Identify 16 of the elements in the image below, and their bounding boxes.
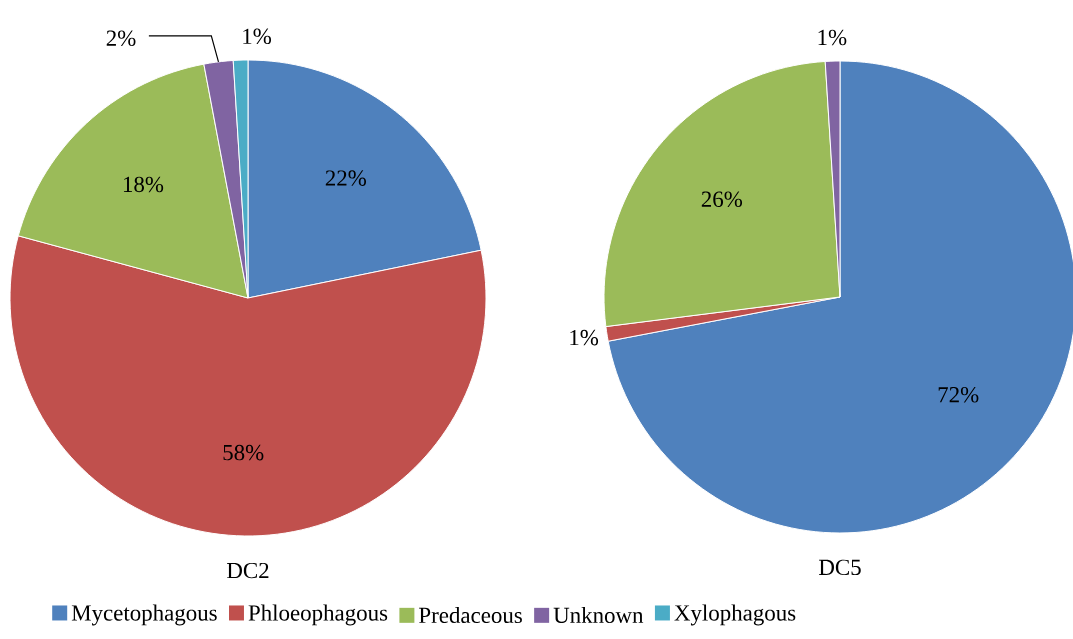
data-label: 1%: [818, 29, 847, 46]
text: DC2: [227, 562, 269, 579]
data-label: 58%: [223, 444, 264, 461]
data-label: 22%: [325, 170, 367, 186]
data-label: 72%: [938, 386, 979, 403]
legend-label: Predaceous: [419, 606, 522, 624]
legend-label: Unknown: [553, 606, 644, 624]
data-label: 26%: [701, 191, 743, 207]
data-label: 2%: [106, 30, 136, 46]
legend-label: Xylophagous: [674, 604, 796, 626]
data-label: 1%: [570, 329, 599, 346]
text: DC5: [819, 559, 861, 576]
legend-label: Mycetophagous: [71, 604, 217, 626]
legend-label: Phloeophagous: [248, 604, 388, 626]
data-label: 18%: [123, 176, 164, 193]
data-label: 1%: [243, 28, 272, 45]
